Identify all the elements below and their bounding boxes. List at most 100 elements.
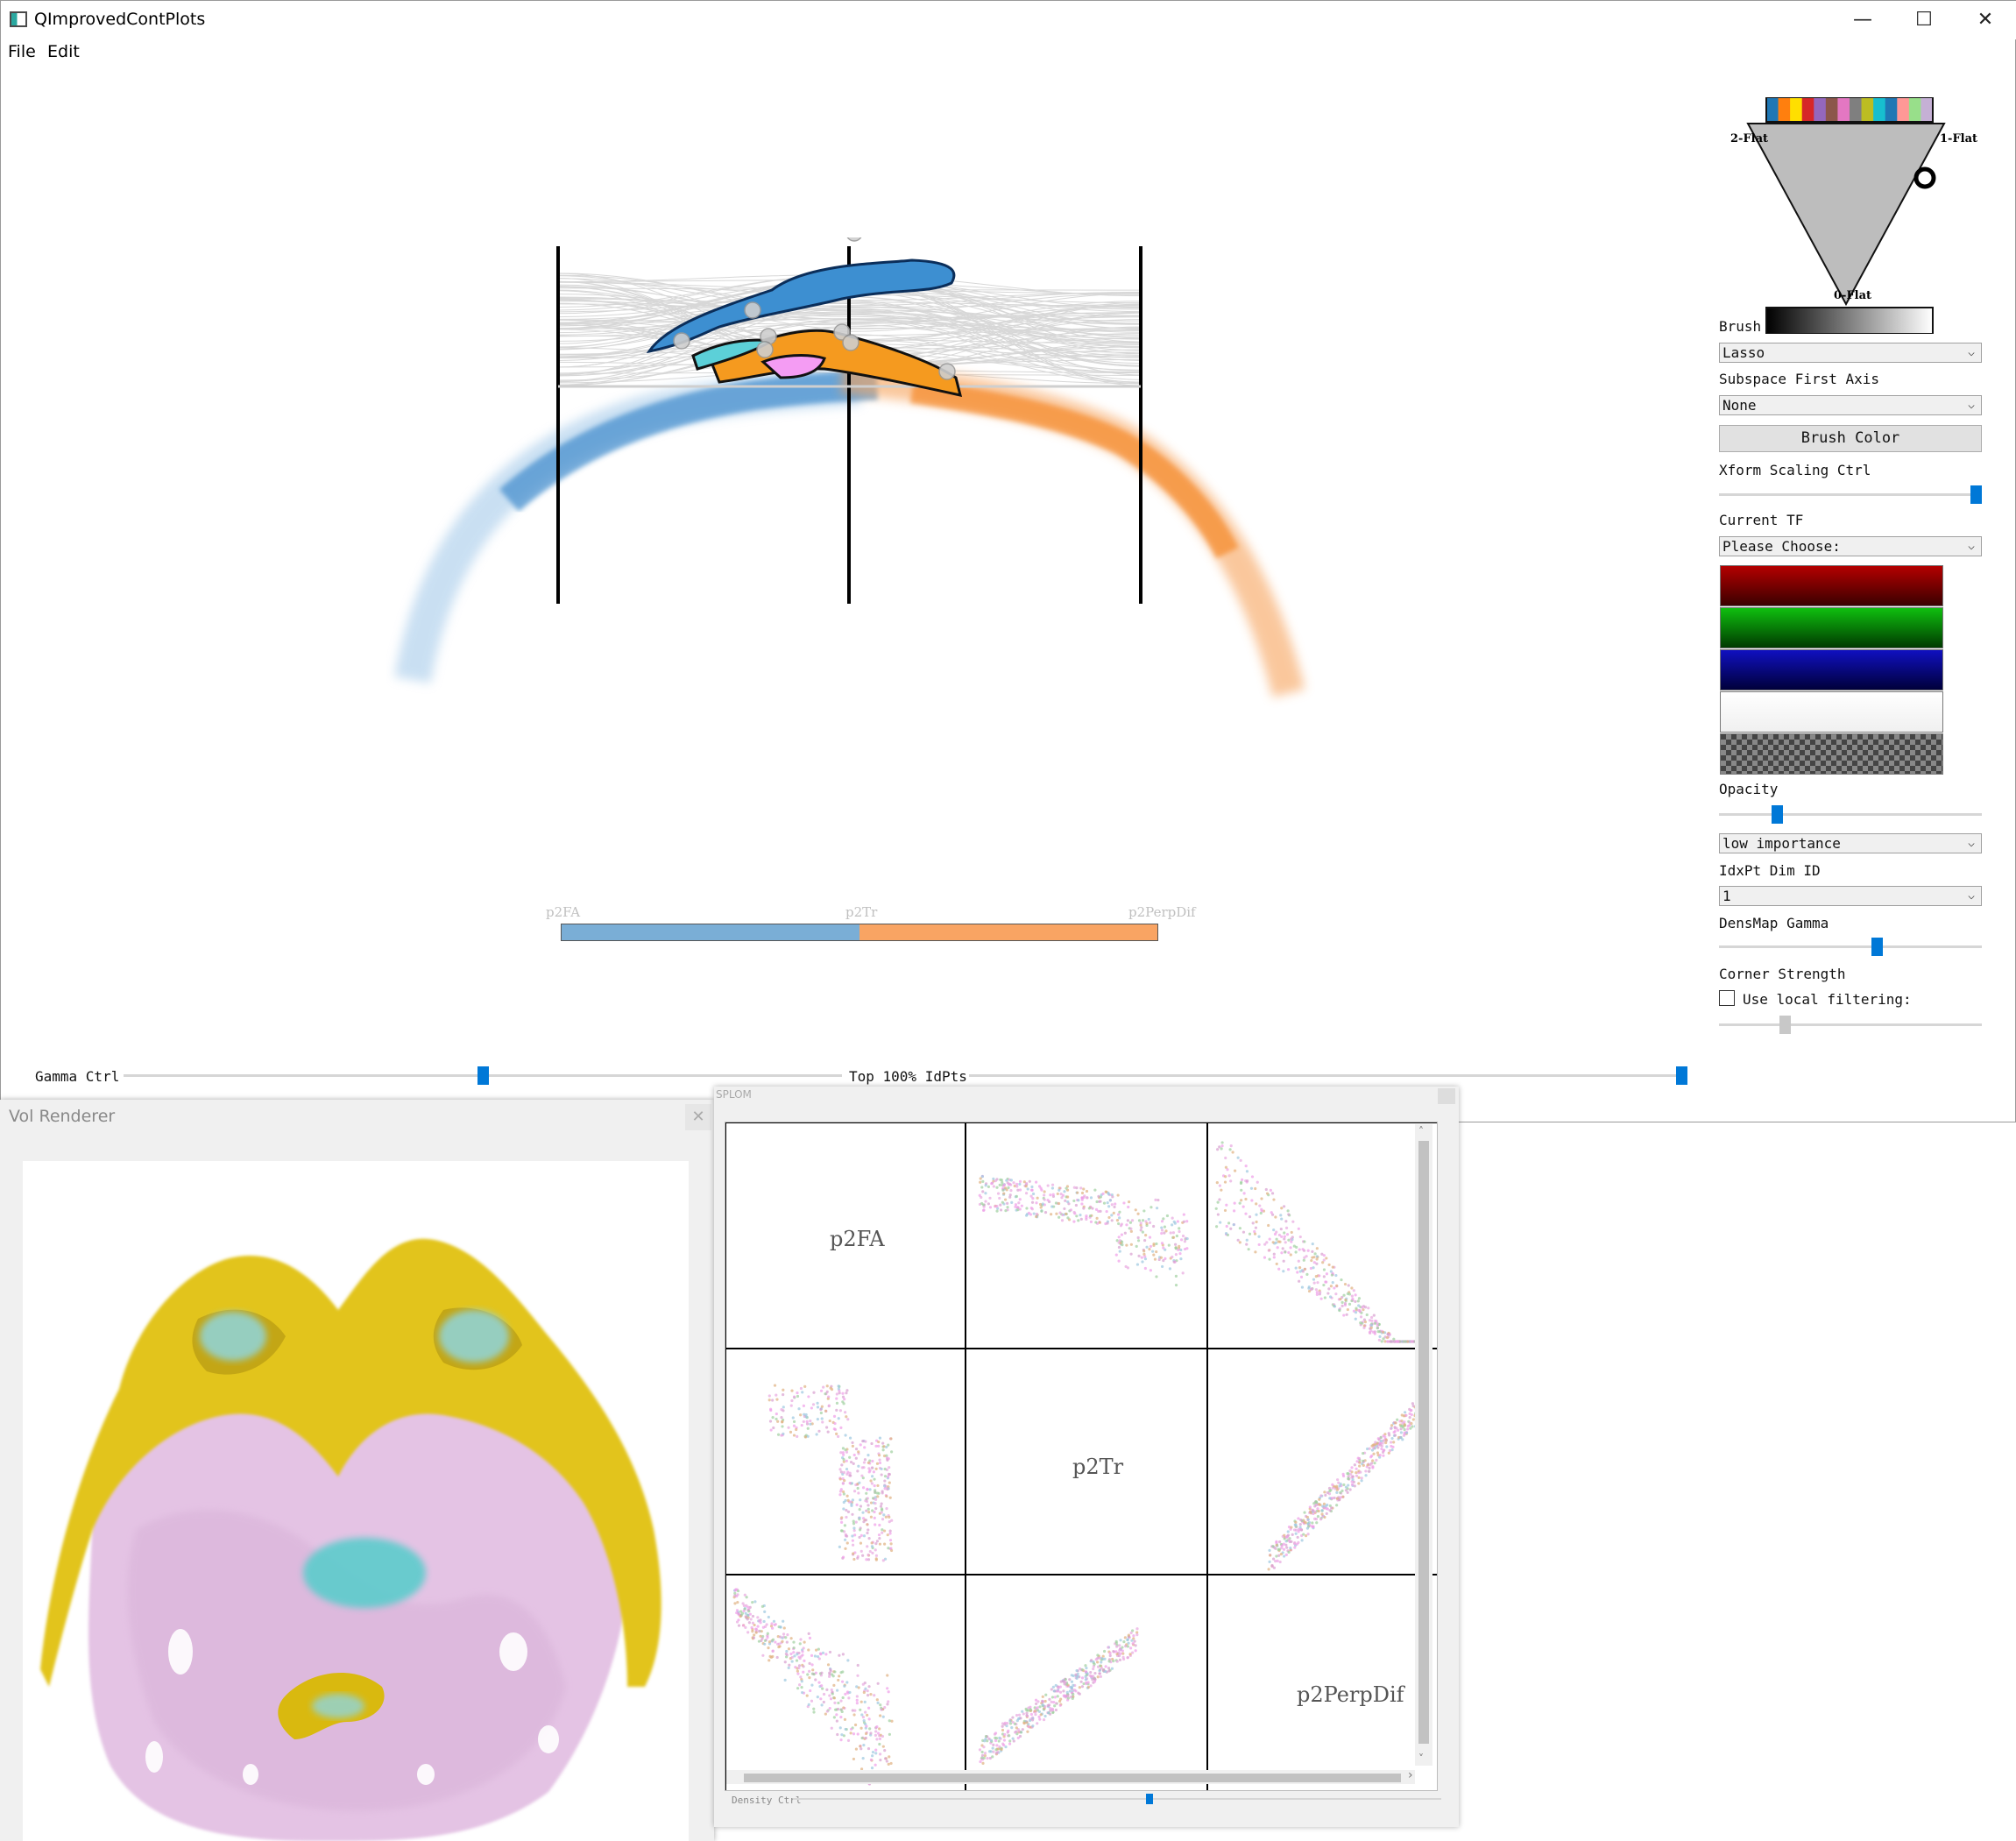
close-button[interactable]: ✕ (1977, 9, 1994, 31)
splom-point (1080, 1676, 1085, 1680)
palette-swatch[interactable] (1861, 97, 1874, 122)
horizontal-scroll-thumb[interactable] (744, 1774, 1401, 1782)
slider-thumb[interactable] (1771, 805, 1783, 824)
splom-point (1297, 1517, 1300, 1520)
minimize-button[interactable]: — (1853, 9, 1872, 31)
scatterplot-matrix[interactable] (725, 1122, 1438, 1791)
splom-point (1386, 1333, 1390, 1336)
top-idpts-slider[interactable] (969, 1066, 1687, 1086)
slider-thumb[interactable] (1146, 1794, 1153, 1804)
palette-swatch[interactable] (1837, 97, 1850, 122)
splom-point (1107, 1205, 1111, 1208)
palette-swatch[interactable] (1885, 97, 1898, 122)
splom-point (1016, 1717, 1021, 1721)
splom-point (1376, 1327, 1379, 1330)
brush-color-button[interactable]: Brush Color (1719, 425, 1982, 452)
slider-thumb[interactable] (1676, 1066, 1687, 1085)
splom-point (1282, 1259, 1285, 1263)
xform-scaling-slider[interactable] (1719, 485, 1982, 505)
splom-point (1029, 1712, 1033, 1717)
barycentric-triangle-widget[interactable] (1718, 97, 1981, 334)
splom-point (1238, 1201, 1241, 1205)
splom-point (1321, 1505, 1325, 1508)
splom-point (839, 1671, 843, 1675)
splom-point (1303, 1240, 1306, 1243)
brush-handles[interactable] (673, 237, 956, 380)
tf-red-channel[interactable] (1720, 565, 1943, 606)
splom-point (1396, 1418, 1399, 1421)
menu-file[interactable]: File (8, 42, 36, 61)
splom-point (995, 1209, 999, 1213)
color-palette-strip[interactable] (1766, 97, 1934, 122)
current-tf-combo[interactable]: Please Choose: ⌵ (1719, 536, 1982, 556)
scroll-up-icon[interactable]: ˄ (1418, 1125, 1424, 1137)
splom-point (842, 1460, 845, 1463)
tf-alpha-channel[interactable] (1720, 733, 1943, 775)
splom-point (998, 1196, 1001, 1200)
menu-edit[interactable]: Edit (47, 42, 80, 61)
corner-strength-slider[interactable] (1719, 1016, 1982, 1035)
splom-point (733, 1591, 737, 1596)
splom-point (1396, 1340, 1399, 1343)
palette-swatch[interactable] (1801, 97, 1814, 122)
vertical-scroll-thumb[interactable] (1418, 1141, 1429, 1744)
brush-combo[interactable]: Lasso ⌵ (1719, 343, 1982, 363)
splom-point (888, 1539, 893, 1542)
subspace-combo-value: None (1722, 397, 1757, 414)
scroll-down-icon[interactable]: ˅ (1418, 1752, 1424, 1765)
subspace-triangle[interactable] (1746, 123, 1946, 307)
opacity-slider[interactable] (1719, 805, 1982, 825)
splom-point (851, 1539, 854, 1542)
splom-point (1009, 1179, 1013, 1182)
scroll-right-icon[interactable]: › (1408, 1768, 1413, 1782)
splom-point (1102, 1668, 1106, 1672)
local-filtering-checkbox[interactable] (1719, 990, 1735, 1006)
palette-swatch[interactable] (1778, 97, 1791, 122)
splom-point (1025, 1207, 1029, 1210)
slider-thumb[interactable] (1970, 485, 1982, 504)
lasso-brush-pink[interactable] (760, 354, 826, 379)
densmap-gamma-slider[interactable] (1719, 938, 1982, 957)
palette-swatch[interactable] (1850, 97, 1863, 122)
close-icon[interactable]: ✕ (685, 1104, 711, 1130)
splom-point (989, 1738, 993, 1742)
tf-white-channel[interactable] (1720, 691, 1943, 733)
gamma-ctrl-slider[interactable] (124, 1066, 842, 1086)
splom-point (1220, 1141, 1224, 1144)
splom-point (1168, 1267, 1172, 1271)
splom-point (820, 1703, 824, 1707)
volume-render-view[interactable] (23, 1161, 689, 1841)
slider-thumb[interactable] (477, 1066, 489, 1085)
slider-thumb[interactable] (1779, 1016, 1791, 1034)
importance-combo[interactable]: low importance ⌵ (1719, 833, 1982, 853)
palette-swatch[interactable] (1766, 97, 1779, 122)
palette-swatch[interactable] (1873, 97, 1886, 122)
palette-swatch[interactable] (1921, 97, 1934, 122)
splom-point (1056, 1192, 1059, 1196)
splom-point (763, 1639, 767, 1642)
splom-point (1382, 1337, 1385, 1341)
slider-thumb[interactable] (1871, 938, 1883, 956)
splom-point (852, 1462, 855, 1466)
palette-swatch[interactable] (1897, 97, 1910, 122)
palette-swatch[interactable] (1790, 97, 1803, 122)
tf-blue-channel[interactable] (1720, 649, 1943, 690)
palette-swatch[interactable] (1825, 97, 1838, 122)
palette-swatch[interactable] (1814, 97, 1827, 122)
subspace-first-axis-combo[interactable]: None ⌵ (1719, 395, 1982, 415)
density-ctrl-slider[interactable] (793, 1792, 1441, 1806)
splom-point (1021, 1710, 1024, 1713)
splom-point (868, 1549, 872, 1554)
splom-point (878, 1727, 881, 1731)
splom-point (792, 1395, 796, 1398)
close-icon[interactable] (1438, 1088, 1455, 1104)
maximize-button[interactable]: ☐ (1915, 9, 1933, 31)
splom-point (767, 1646, 770, 1650)
parallel-coordinates-plot[interactable] (386, 237, 1333, 938)
splom-point (782, 1388, 785, 1391)
tf-green-channel[interactable] (1720, 607, 1943, 648)
palette-swatch[interactable] (1908, 97, 1921, 122)
idxpt-dim-combo[interactable]: 1 ⌵ (1719, 886, 1982, 906)
lasso-brush-blue[interactable] (646, 258, 956, 354)
triangle-selector-handle[interactable] (1913, 166, 1936, 189)
